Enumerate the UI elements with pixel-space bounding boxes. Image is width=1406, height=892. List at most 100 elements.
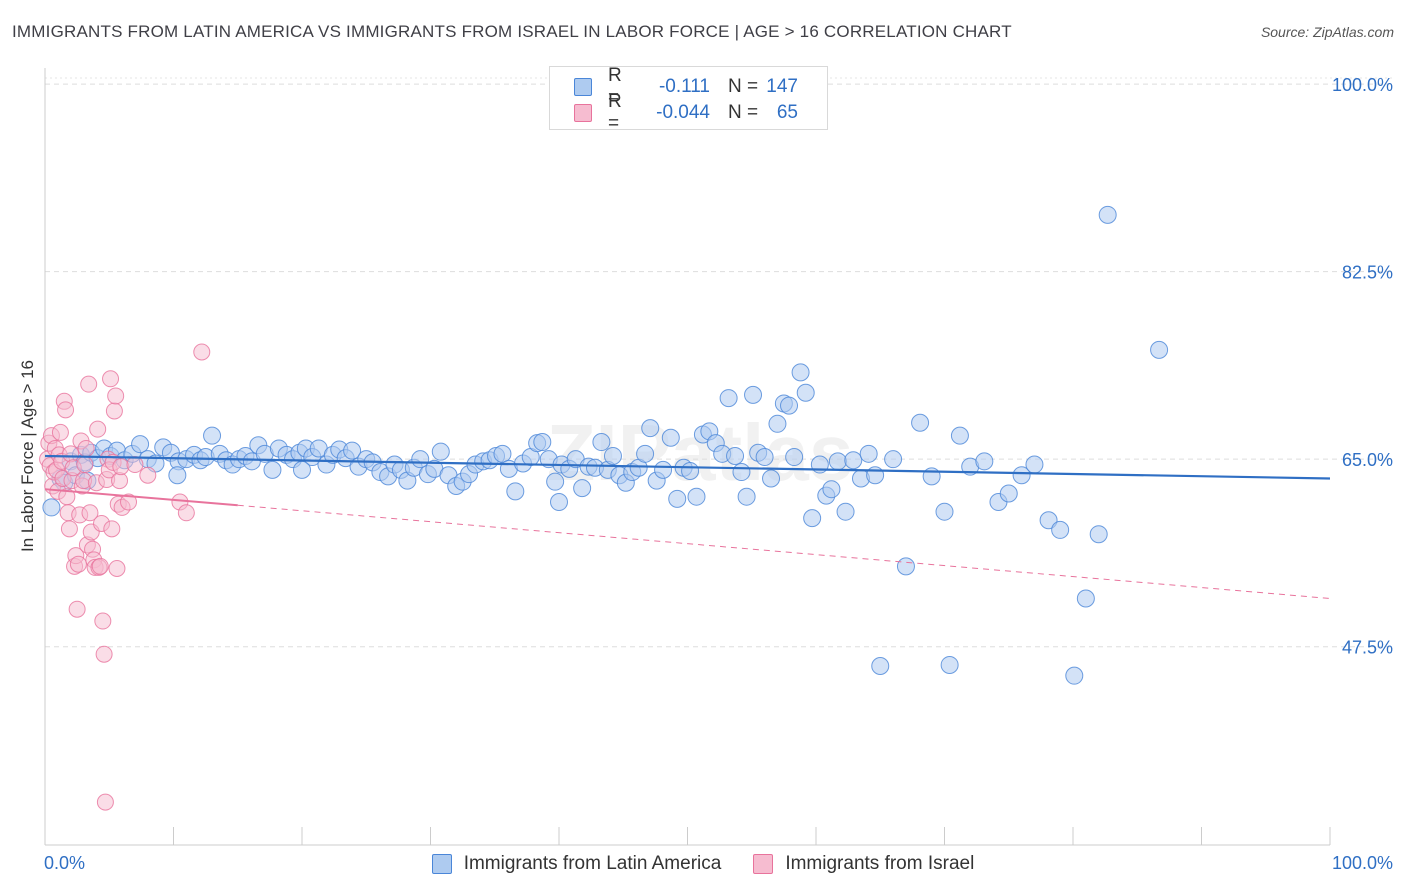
data-point-israel <box>94 612 112 630</box>
data-point-latin-america <box>573 479 592 498</box>
legend-swatch-pink <box>574 104 592 122</box>
legend-item-latin-america: Immigrants from Latin America <box>431 853 722 875</box>
data-point-latin-america <box>661 428 680 447</box>
data-point-israel <box>60 520 78 538</box>
data-point-israel <box>81 504 99 522</box>
data-point-latin-america <box>755 448 774 467</box>
data-point-latin-america <box>603 446 622 465</box>
legend-swatch-blue <box>574 78 592 96</box>
legend-label: Immigrants from Israel <box>785 853 975 874</box>
legend-swatch-pink <box>753 854 774 874</box>
data-point-latin-america <box>719 389 738 408</box>
n-value: 65 <box>776 102 798 123</box>
data-point-latin-america <box>1150 340 1169 359</box>
data-point-israel <box>105 402 123 420</box>
legend-row-latin-america: R = -0.111 N = 147 <box>574 65 798 108</box>
data-point-latin-america <box>546 472 565 491</box>
data-point-israel <box>96 793 114 811</box>
data-point-latin-america <box>768 414 787 433</box>
data-point-latin-america <box>550 493 568 512</box>
data-point-israel <box>62 445 80 463</box>
data-point-latin-america <box>859 444 878 463</box>
data-point-latin-america <box>803 509 822 528</box>
data-point-latin-america <box>1065 666 1084 685</box>
data-point-latin-america <box>1025 455 1044 474</box>
data-point-israel <box>102 370 120 388</box>
data-point-israel <box>80 375 98 393</box>
data-point-israel <box>68 600 86 618</box>
data-point-latin-america <box>681 461 700 480</box>
data-point-latin-america <box>780 396 799 415</box>
r-value: -0.111 <box>658 76 710 97</box>
data-point-israel <box>91 557 109 575</box>
data-point-latin-america <box>732 463 751 482</box>
data-point-israel <box>103 520 121 538</box>
data-point-latin-america <box>999 484 1018 503</box>
data-point-latin-america <box>293 460 311 479</box>
data-point-israel <box>108 559 126 577</box>
n-value: 147 <box>766 76 798 97</box>
n-label: N = <box>728 102 759 123</box>
data-point-latin-america <box>871 657 890 676</box>
data-point-latin-america <box>726 446 745 465</box>
data-point-latin-america <box>836 502 855 521</box>
data-point-israel <box>95 645 113 663</box>
data-point-israel <box>51 423 69 441</box>
data-point-latin-america <box>641 419 660 438</box>
legend-item-israel: Immigrants from Israel <box>753 853 974 875</box>
data-point-latin-america <box>168 466 187 485</box>
data-point-latin-america <box>1039 511 1058 530</box>
trendline-israel-extension <box>237 504 1331 600</box>
data-point-latin-america <box>822 480 841 499</box>
chart-title: IMMIGRANTS FROM LATIN AMERICA VS IMMIGRA… <box>12 22 1012 41</box>
data-point-israel <box>112 458 130 476</box>
data-point-latin-america <box>791 363 810 382</box>
y-tick-label: 100.0% <box>1332 75 1393 95</box>
data-point-latin-america <box>844 451 863 470</box>
data-point-latin-america <box>950 426 969 445</box>
data-point-israel <box>193 343 211 361</box>
data-point-latin-america <box>796 383 815 402</box>
r-value: -0.044 <box>656 102 710 123</box>
data-point-latin-america <box>1089 525 1108 544</box>
data-point-latin-america <box>131 435 150 454</box>
y-tick-label: 82.5% <box>1342 263 1393 283</box>
data-point-israel <box>76 456 94 474</box>
series-legend: Immigrants from Latin America Immigrants… <box>0 852 1406 876</box>
data-point-latin-america <box>744 385 763 404</box>
data-point-israel <box>139 466 157 484</box>
data-point-latin-america <box>1098 205 1117 224</box>
data-point-latin-america <box>828 452 847 471</box>
data-point-latin-america <box>668 489 687 508</box>
data-point-israel <box>89 420 107 438</box>
data-point-latin-america <box>263 460 282 479</box>
data-point-latin-america <box>533 433 552 452</box>
trendline-latin-america <box>44 454 1331 480</box>
data-point-latin-america <box>654 460 673 479</box>
data-point-israel <box>126 456 144 474</box>
x-tick-label: 0.0% <box>44 853 85 873</box>
data-point-latin-america <box>975 452 994 471</box>
data-point-latin-america <box>911 413 930 432</box>
data-point-latin-america <box>431 442 450 461</box>
data-point-latin-america <box>493 444 512 463</box>
trendline-israel <box>44 488 238 507</box>
data-point-israel <box>120 493 138 511</box>
data-point-latin-america <box>506 482 525 501</box>
data-point-latin-america <box>592 433 611 452</box>
data-point-latin-america <box>343 441 362 460</box>
legend-label: Immigrants from Latin America <box>463 853 722 874</box>
data-point-latin-america <box>203 426 222 445</box>
data-point-latin-america <box>42 498 61 517</box>
r-label: R = <box>608 91 622 134</box>
y-tick-label: 65.0% <box>1342 450 1393 470</box>
data-point-israel <box>69 555 87 573</box>
data-point-israel <box>77 439 95 457</box>
data-point-latin-america <box>636 444 655 463</box>
source-label: Source: ZipAtlas.com <box>1260 24 1394 40</box>
x-tick-label: 100.0% <box>1332 853 1393 873</box>
data-point-latin-america <box>940 655 959 674</box>
data-point-latin-america <box>935 502 954 521</box>
data-point-israel <box>177 504 195 522</box>
